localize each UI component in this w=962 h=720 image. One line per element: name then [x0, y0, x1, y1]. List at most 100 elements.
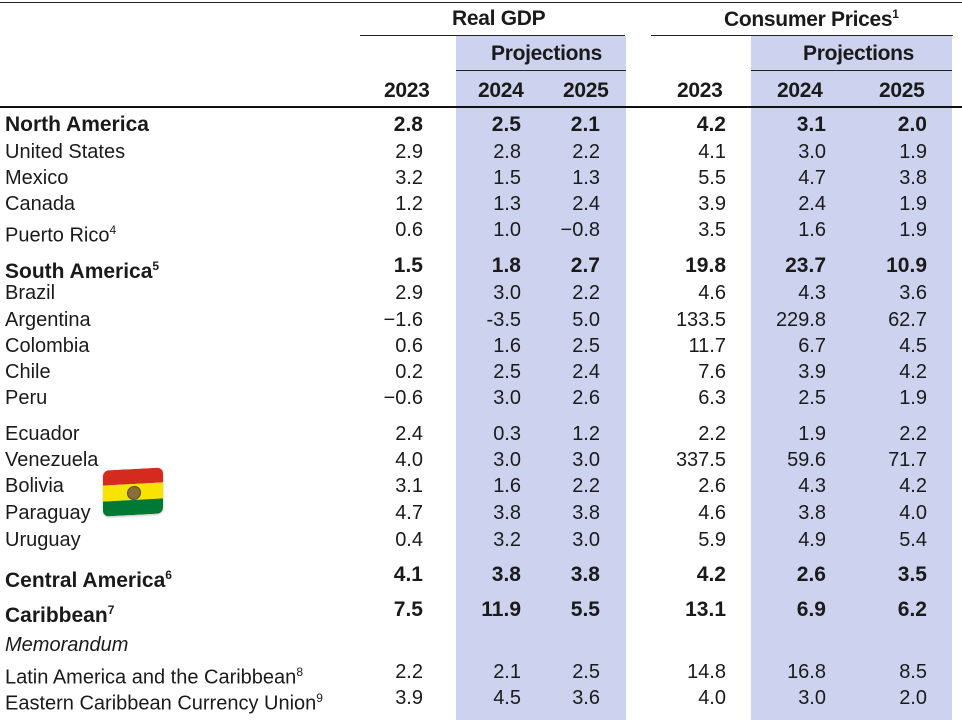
value-cell: 3.8: [493, 502, 521, 524]
value-cell: 1.9: [899, 387, 927, 409]
row-label-text: Central America: [5, 569, 166, 592]
cpi-projections-rule: [751, 70, 952, 71]
year-header: 2025: [879, 79, 925, 102]
value-cell: 2.6: [572, 387, 600, 409]
value-cell: 4.5: [899, 335, 927, 357]
value-cell: 2.2: [899, 423, 927, 445]
value-cell: 8.5: [899, 661, 927, 683]
table-row: Peru −0.6 3.0 2.6 6.3 2.5 1.9: [0, 385, 962, 411]
row-label: Argentina: [5, 307, 91, 333]
value-cell: 2.5: [491, 113, 521, 136]
row-label-text: Memorandum: [5, 634, 129, 656]
footnote-marker: 8: [296, 665, 303, 679]
row-label: Venezuela: [5, 447, 98, 473]
row-label: Central America6: [5, 562, 172, 594]
value-cell: 0.2: [395, 361, 423, 383]
value-cell: 4.3: [798, 282, 826, 304]
value-cell: 2.0: [899, 687, 927, 709]
row-label-text: United States: [5, 141, 126, 163]
table-row: Central America6 4.1 3.8 3.8 4.2 2.6 3.5: [0, 562, 962, 592]
gdp-projection-shading: [456, 36, 626, 720]
row-label: Uruguay: [5, 527, 81, 553]
gdp-projections-header: Projections: [491, 42, 603, 65]
value-cell: 4.7: [798, 167, 826, 189]
year-header: 2024: [777, 79, 823, 102]
value-cell: 4.3: [798, 475, 826, 497]
value-cell: −0.6: [383, 387, 423, 409]
value-cell: 3.6: [572, 687, 600, 709]
value-cell: 2.9: [395, 282, 423, 304]
value-cell: 6.9: [796, 598, 826, 621]
table-row: North America 2.8 2.5 2.1 4.2 3.1 2.0: [0, 112, 962, 138]
year-header: 2023: [677, 79, 723, 102]
value-cell: 3.5: [698, 219, 726, 241]
value-cell: 11.9: [481, 598, 521, 621]
value-cell: 3.6: [899, 282, 927, 304]
row-label-text: Venezuela: [5, 449, 99, 471]
value-cell: 2.4: [572, 361, 600, 383]
header-rule: [0, 106, 962, 108]
value-cell: 2.5: [572, 335, 600, 357]
value-cell: 2.2: [572, 475, 600, 497]
table-row: Ecuador 2.4 0.3 1.2 2.2 1.9 2.2: [0, 421, 962, 447]
value-cell: 0.6: [395, 335, 423, 357]
value-cell: 4.5: [493, 687, 521, 709]
footnote-marker: 9: [316, 691, 323, 705]
row-label: Eastern Caribbean Currency Union9: [5, 685, 323, 717]
value-cell: 2.6: [796, 563, 826, 586]
table-row: Canada 1.2 1.3 2.4 3.9 2.4 1.9: [0, 191, 962, 217]
value-cell: 3.0: [798, 141, 826, 163]
value-cell: 2.1: [570, 113, 600, 136]
value-cell: 1.3: [572, 167, 600, 189]
value-cell: 3.8: [570, 563, 600, 586]
row-label-text: Puerto Rico: [5, 224, 110, 247]
row-label-text: Peru: [5, 387, 48, 409]
real-gdp-header: Real GDP: [452, 7, 546, 30]
row-label: Memorandum: [5, 632, 128, 658]
value-cell: 59.6: [787, 449, 826, 471]
value-cell: 1.3: [493, 193, 521, 215]
value-cell: 3.1: [395, 475, 423, 497]
table-row: Paraguay 4.7 3.8 3.8 4.6 3.8 4.0: [0, 500, 962, 526]
value-cell: −0.8: [560, 219, 600, 241]
row-label: Puerto Rico4: [5, 217, 116, 249]
value-cell: 3.0: [572, 449, 600, 471]
value-cell: 0.4: [395, 529, 423, 551]
value-cell: 229.8: [775, 309, 826, 331]
value-cell: 6.2: [897, 598, 927, 621]
value-cell: 2.9: [395, 141, 423, 163]
value-cell: 1.6: [493, 475, 521, 497]
value-cell: 0.6: [395, 219, 423, 241]
value-cell: 71.7: [888, 449, 927, 471]
footnote-marker: 6: [165, 568, 172, 582]
value-cell: 4.2: [696, 113, 726, 136]
value-cell: 5.0: [572, 309, 600, 331]
year-header: 2024: [478, 79, 524, 102]
value-cell: 3.2: [493, 529, 521, 551]
value-cell: 2.0: [897, 113, 927, 136]
value-cell: 3.5: [897, 563, 927, 586]
value-cell: 1.9: [899, 193, 927, 215]
row-label: United States: [5, 139, 125, 165]
value-cell: 3.0: [572, 529, 600, 551]
value-cell: 5.9: [698, 529, 726, 551]
consumer-prices-rule: [651, 35, 953, 36]
row-label: Colombia: [5, 333, 89, 359]
value-cell: 6.3: [698, 387, 726, 409]
table-row: Venezuela 4.0 3.0 3.0 337.5 59.6 71.7: [0, 447, 962, 473]
value-cell: 4.1: [393, 563, 423, 586]
row-label: Brazil: [5, 280, 55, 306]
value-cell: 4.1: [698, 141, 726, 163]
value-cell: 337.5: [675, 449, 726, 471]
real-gdp-rule: [360, 35, 625, 36]
row-label: Paraguay: [5, 500, 91, 526]
value-cell: 6.7: [798, 335, 826, 357]
year-header: 2025: [563, 79, 609, 102]
value-cell: 2.1: [493, 661, 521, 683]
table-row: Chile 0.2 2.5 2.4 7.6 3.9 4.2: [0, 359, 962, 385]
value-cell: 2.4: [572, 193, 600, 215]
consumer-prices-header: Consumer Prices1: [724, 7, 899, 31]
value-cell: 3.8: [572, 502, 600, 524]
value-cell: 4.2: [899, 475, 927, 497]
value-cell: 5.4: [899, 529, 927, 551]
